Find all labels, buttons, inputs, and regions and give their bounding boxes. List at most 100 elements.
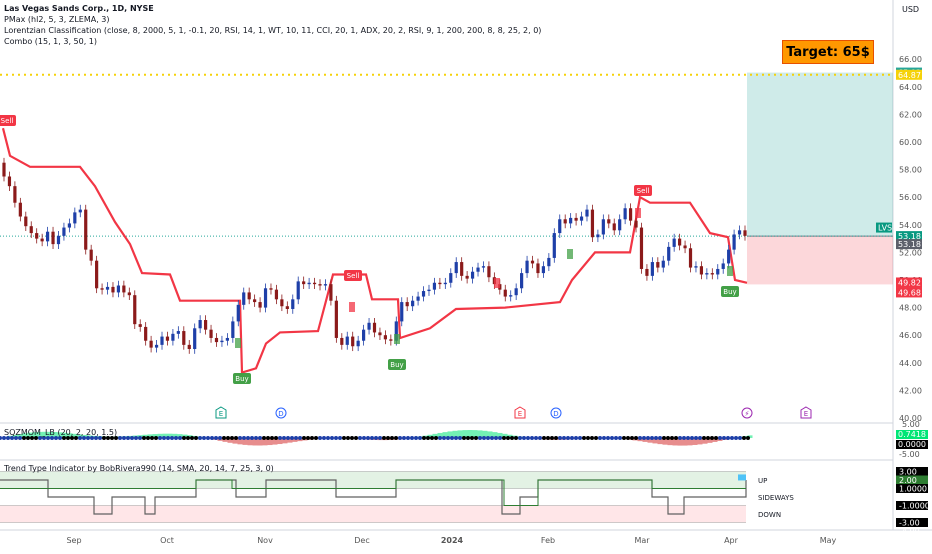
- candle-body: [362, 330, 365, 341]
- sqz-dot: [574, 436, 578, 440]
- sqz-dot: [678, 436, 682, 440]
- candle-body: [357, 341, 360, 347]
- stop-zone: [747, 236, 893, 284]
- sqz-dot: [354, 436, 358, 440]
- sqz-dot: [186, 436, 190, 440]
- sqz-dot: [742, 436, 746, 440]
- sqz-dot: [462, 436, 466, 440]
- candle-body: [2, 163, 5, 177]
- candle-body: [585, 210, 588, 217]
- sqz-dot: [134, 436, 138, 440]
- candle-body: [177, 331, 180, 334]
- y-tick-label: 58.00: [899, 166, 922, 175]
- sqz-dot: [222, 436, 226, 440]
- candle-body: [520, 273, 523, 288]
- sqz-dot: [690, 436, 694, 440]
- sqz-dot: [270, 436, 274, 440]
- candle-body: [384, 335, 387, 339]
- candle-body: [204, 320, 207, 330]
- sqz-dot: [310, 436, 314, 440]
- candle-body: [727, 250, 730, 264]
- sqz-dot: [718, 436, 722, 440]
- sqz-dot: [210, 436, 214, 440]
- candle-body: [416, 297, 419, 301]
- candle-body: [378, 332, 381, 335]
- sqz-dot: [438, 436, 442, 440]
- y-tick-label: 62.00: [899, 110, 922, 119]
- combo-signal-marker: [635, 208, 641, 218]
- sqz-dot: [194, 436, 198, 440]
- y-tick-label: 44.00: [899, 359, 922, 368]
- trend-value-tag: 1.0000: [899, 485, 927, 494]
- sqz-dot: [598, 436, 602, 440]
- candle-body: [242, 292, 245, 304]
- candle-body: [678, 239, 681, 246]
- candle-body: [68, 223, 71, 227]
- candle-body: [700, 266, 703, 274]
- candle-body: [651, 262, 654, 276]
- combo-signal-marker: [394, 334, 400, 344]
- candle-body: [618, 219, 621, 230]
- sqz-dot: [610, 436, 614, 440]
- sqz-dot: [642, 436, 646, 440]
- trend-value-tag: -4.00: [899, 527, 920, 536]
- currency-label[interactable]: USD: [902, 5, 919, 15]
- candle-body: [51, 232, 54, 244]
- candle-body: [662, 261, 665, 268]
- y-tick-label: 66.00: [899, 55, 922, 64]
- sqz-dot: [622, 436, 626, 440]
- candle-body: [351, 337, 354, 347]
- sqz-dot: [430, 436, 434, 440]
- sqz-dot: [410, 436, 414, 440]
- sqz-dot: [238, 436, 242, 440]
- x-tick-label: Oct: [160, 536, 174, 545]
- target-zone: [747, 73, 893, 237]
- sqz-dot: [330, 436, 334, 440]
- sqz-dot: [654, 436, 658, 440]
- candle-body: [24, 217, 27, 227]
- sqz-dot: [206, 436, 210, 440]
- sqz-dot: [526, 436, 530, 440]
- sqz-dot: [682, 436, 686, 440]
- sqz-tick: -5.00: [899, 450, 920, 459]
- sqz-dot: [578, 436, 582, 440]
- sqz-dot: [422, 436, 426, 440]
- candle-body: [258, 302, 261, 308]
- y-tick-label: 56.00: [899, 193, 922, 202]
- sqz-dot: [662, 436, 666, 440]
- x-tick-label: Feb: [541, 536, 555, 545]
- target-label-box: Target: 65$: [782, 40, 874, 64]
- sqz-value-tag: 0.7418: [898, 430, 926, 439]
- sqz-dot: [674, 436, 678, 440]
- candle-body: [275, 290, 278, 300]
- combo-signal-marker: [494, 278, 500, 288]
- sqz-dot: [394, 436, 398, 440]
- candle-body: [564, 219, 567, 223]
- sqz-dot: [466, 436, 470, 440]
- sqz-dot: [594, 436, 598, 440]
- sqz-dot: [198, 436, 202, 440]
- candle-body: [667, 247, 670, 261]
- sqz-dot: [258, 436, 262, 440]
- sqz-dot: [478, 436, 482, 440]
- candle-body: [57, 236, 60, 244]
- sqz-dot: [298, 436, 302, 440]
- signal-buy-label: Buy: [235, 375, 248, 383]
- combo-signal-marker: [235, 338, 241, 348]
- candle-body: [406, 302, 409, 306]
- y-tick-label: 46.00: [899, 331, 922, 340]
- sqz-dot: [498, 436, 502, 440]
- candle-body: [629, 208, 632, 220]
- sqz-dot: [726, 436, 730, 440]
- sqz-dot: [442, 436, 446, 440]
- sqz-dot: [558, 436, 562, 440]
- sqz-dot: [130, 436, 134, 440]
- trend-band-label: SIDEWAYS: [758, 494, 794, 502]
- sqz-dot: [706, 436, 710, 440]
- sqz-dot: [274, 436, 278, 440]
- stop-line-tag: 49.82: [898, 278, 921, 287]
- candle-body: [346, 337, 349, 345]
- sqz-dot: [494, 436, 498, 440]
- candle-body: [427, 290, 430, 291]
- candle-body: [286, 306, 289, 309]
